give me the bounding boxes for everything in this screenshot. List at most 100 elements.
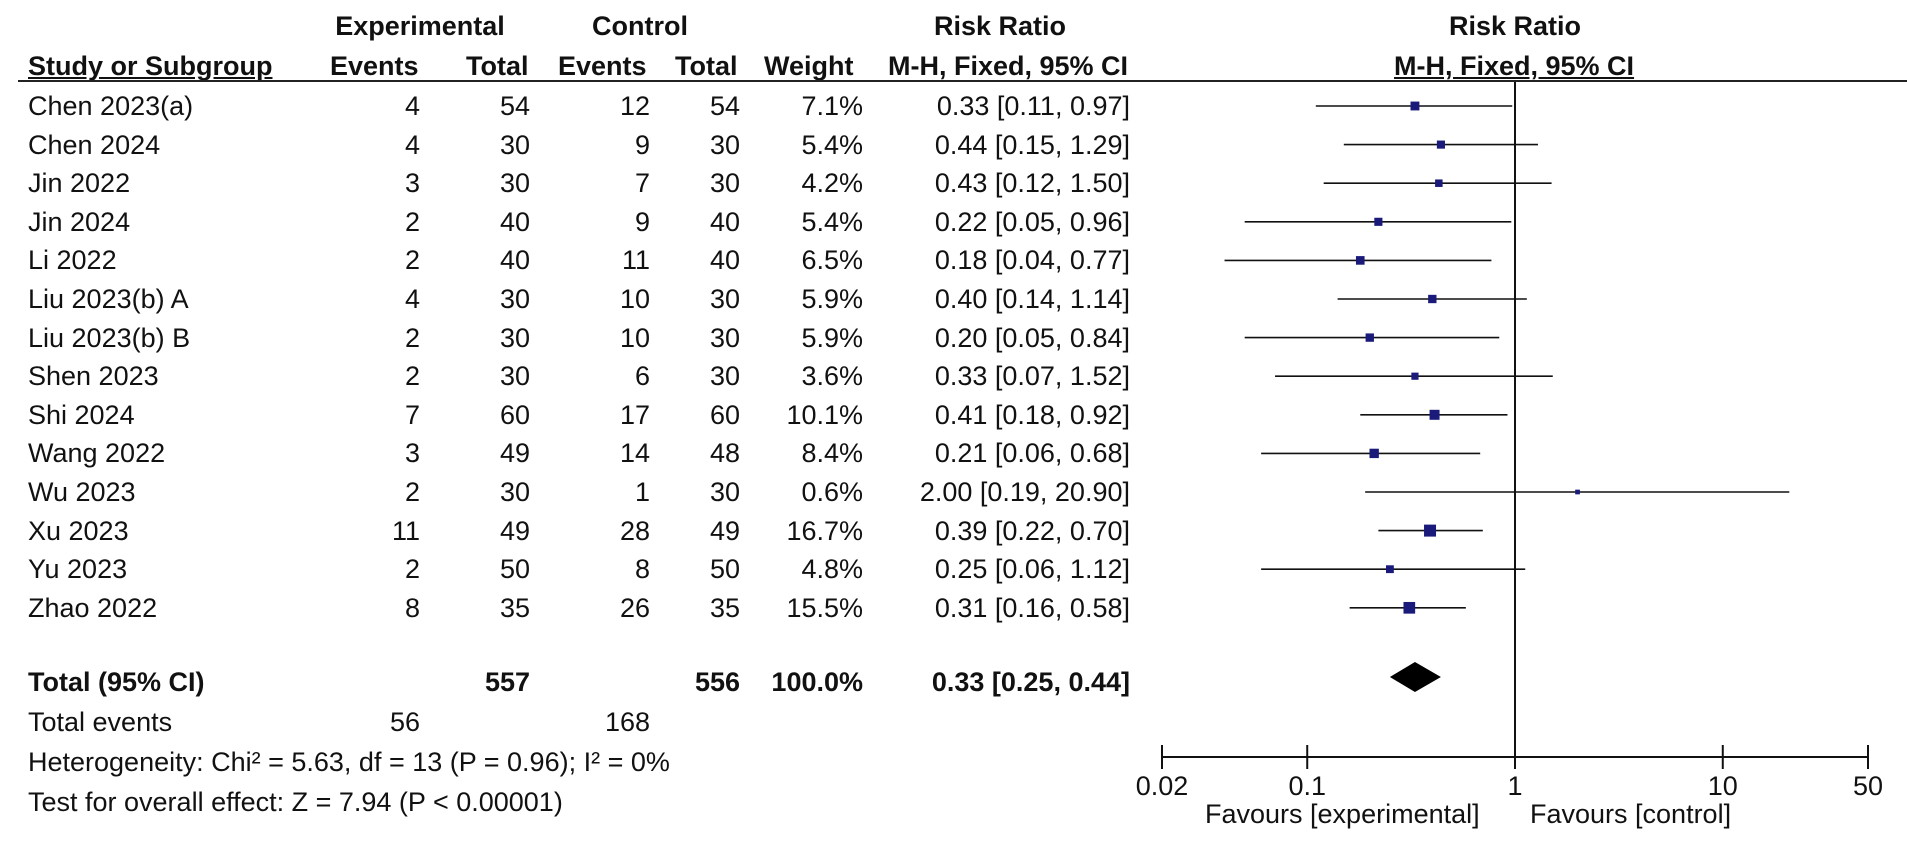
rr-ci-text: 2.00 [0.19, 20.90] (919, 477, 1130, 507)
ctl-events: 26 (619, 592, 650, 623)
exp-total: 30 (499, 284, 530, 314)
weight: 5.9% (801, 322, 863, 353)
point-estimate (1355, 256, 1365, 265)
weight: 15.5% (786, 592, 863, 623)
study-name: Jin 2022 (28, 168, 131, 199)
study-name: Jin 2024 (28, 206, 131, 237)
exp-total: 35 (499, 592, 530, 623)
study-name: Zhao 2022 (28, 592, 158, 623)
weight: 5.4% (801, 129, 863, 160)
weight: 4.8% (801, 554, 863, 585)
ctl-events: 10 (619, 284, 650, 314)
ctl-total: 30 (709, 322, 740, 353)
rr-ci-text: 0.40 [0.14, 1.14] (934, 284, 1130, 314)
study-name: Shen 2023 (28, 361, 159, 392)
study-name: Chen 2023(a) (28, 91, 194, 121)
pooled-diamond (1389, 662, 1441, 692)
ctl-events: 12 (619, 91, 650, 121)
ctl-total: 60 (709, 399, 740, 430)
favours-control-label: Favours [control] (1530, 799, 1732, 829)
exp-events: 2 (404, 322, 420, 353)
exp-total: 40 (499, 245, 530, 276)
x-axis: 0.02 0.1 1 10 50 (1136, 745, 1883, 801)
rr-ci-text: 0.22 [0.05, 0.96] (934, 206, 1130, 237)
study-name: Wu 2023 (28, 477, 136, 507)
rr-ci-text: 0.33 [0.07, 1.52] (934, 361, 1130, 392)
exp-total: 60 (499, 399, 530, 430)
exp-events: 4 (404, 129, 420, 160)
ctl-total: 30 (709, 168, 740, 199)
exp-total: 30 (499, 168, 530, 199)
ctl-events: 14 (619, 438, 650, 469)
exp-events: 4 (404, 91, 420, 121)
ctl-total: 30 (709, 361, 740, 392)
ctl-total: 40 (709, 206, 740, 237)
ctl-total: 30 (709, 477, 740, 507)
total-events-ctl: 168 (604, 707, 650, 737)
exp-events: 2 (404, 477, 420, 507)
ctl-total: 30 (709, 129, 740, 160)
rr-ci-text: 0.43 [0.12, 1.50] (934, 168, 1130, 199)
ctl-events: 9 (634, 206, 650, 237)
weight: 16.7% (786, 515, 863, 546)
x-tick-label: 50 (1853, 771, 1883, 801)
ctl-events-header: Events (558, 51, 647, 81)
point-estimate (1436, 140, 1445, 149)
total-events-exp: 56 (389, 707, 420, 737)
pooled-effect (1389, 662, 1441, 692)
exp-events: 2 (404, 206, 420, 237)
rr-ci-text: 0.25 [0.06, 1.12] (934, 554, 1130, 585)
exp-events: 2 (404, 245, 420, 276)
weight: 4.2% (801, 168, 863, 199)
ctl-total: 35 (709, 592, 740, 623)
favours-experimental-label: Favours [experimental] (1205, 799, 1480, 829)
ctl-total: 30 (709, 284, 740, 314)
rr-ci-text: 0.31 [0.16, 0.58] (934, 592, 1130, 623)
exp-total: 30 (499, 477, 530, 507)
ctl-total: 49 (709, 515, 740, 546)
rr-ci-text: 0.33 [0.11, 0.97] (936, 91, 1130, 121)
ctl-events: 8 (634, 554, 650, 585)
x-tick-label: 0.02 (1136, 771, 1189, 801)
point-estimate (1410, 101, 1420, 111)
total-exp-total: 557 (484, 667, 530, 697)
plot-title: Risk Ratio (1448, 11, 1582, 41)
ctl-events: 7 (634, 168, 650, 199)
total-label: Total (95% CI) (28, 667, 205, 697)
rr-ci-text: 0.20 [0.05, 0.84] (934, 322, 1130, 353)
weight: 5.4% (801, 206, 863, 237)
ctl-events: 1 (634, 477, 650, 507)
experimental-group-header: Experimental (335, 11, 505, 41)
study-name: Liu 2023(b) A (28, 284, 189, 314)
ctl-events: 6 (634, 361, 650, 392)
x-tick-label: 10 (1708, 771, 1738, 801)
study-name: Shi 2024 (28, 399, 135, 430)
exp-events: 7 (404, 399, 420, 430)
exp-total: 40 (499, 206, 530, 237)
point-estimate (1575, 489, 1580, 495)
weight: 8.4% (801, 438, 863, 469)
point-estimate (1429, 409, 1440, 420)
study-name: Liu 2023(b) B (28, 322, 191, 353)
ctl-events: 9 (634, 129, 650, 160)
point-estimate (1385, 565, 1394, 574)
rr-ci-text: 0.39 [0.22, 0.70] (934, 515, 1130, 546)
total-ci-text: 0.33 [0.25, 0.44] (931, 667, 1130, 697)
exp-total: 49 (499, 515, 530, 546)
ctl-events: 17 (619, 399, 650, 430)
study-name: Li 2022 (28, 245, 117, 276)
weight: 10.1% (786, 399, 863, 430)
exp-total: 30 (499, 129, 530, 160)
rr-column-title: Risk Ratio (933, 11, 1067, 41)
weight: 5.9% (801, 284, 863, 314)
ctl-total: 40 (709, 245, 740, 276)
weight: 6.5% (801, 245, 863, 276)
study-name: Wang 2022 (28, 438, 166, 469)
rr-ci-text: 0.44 [0.15, 1.29] (934, 129, 1130, 160)
point-estimate (1374, 217, 1383, 226)
study-column-header: Study or Subgroup (28, 51, 273, 81)
forest-marks (1224, 82, 1790, 755)
ctl-total: 48 (709, 438, 740, 469)
study-name: Xu 2023 (28, 515, 129, 546)
exp-events: 4 (404, 284, 420, 314)
